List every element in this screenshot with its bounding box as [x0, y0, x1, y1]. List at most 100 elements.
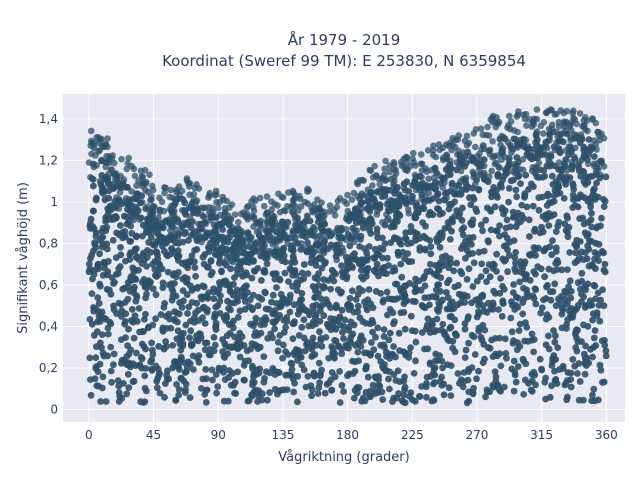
data-point — [155, 222, 162, 230]
data-point — [386, 168, 393, 176]
data-point — [500, 383, 508, 391]
data-point — [343, 236, 350, 244]
data-point — [465, 250, 473, 258]
data-point — [216, 211, 224, 219]
data-point — [430, 369, 437, 377]
data-point — [232, 390, 240, 397]
data-point — [514, 144, 521, 151]
data-point — [340, 270, 348, 277]
data-point — [552, 228, 560, 236]
data-point — [383, 288, 391, 296]
data-point — [502, 350, 510, 357]
data-point — [234, 313, 242, 321]
data-point — [328, 266, 336, 274]
data-point — [148, 356, 156, 364]
data-point — [457, 167, 465, 175]
data-point — [444, 361, 451, 368]
data-point — [602, 173, 610, 181]
data-point — [138, 340, 146, 348]
data-point — [118, 356, 126, 364]
data-point — [303, 212, 311, 220]
data-point — [188, 342, 195, 350]
data-point — [591, 327, 599, 334]
data-point — [237, 258, 245, 266]
data-point — [130, 334, 138, 342]
data-point — [553, 139, 560, 146]
data-point — [305, 343, 312, 350]
data-point — [190, 258, 198, 265]
data-point — [405, 258, 412, 265]
data-point — [581, 370, 589, 378]
data-point — [377, 341, 384, 349]
data-point — [600, 203, 608, 211]
data-point — [369, 381, 377, 389]
data-point — [121, 318, 129, 325]
data-point — [104, 135, 111, 142]
data-point — [220, 238, 228, 245]
data-point — [547, 151, 555, 158]
data-point — [87, 173, 94, 181]
data-point — [581, 194, 589, 202]
x-tick-label: 360 — [595, 428, 618, 442]
data-point — [275, 235, 282, 243]
data-point — [304, 188, 311, 195]
data-point — [214, 383, 222, 390]
data-point — [305, 229, 313, 236]
data-point — [124, 342, 131, 350]
data-point — [375, 272, 382, 280]
data-point — [291, 194, 299, 202]
data-point — [289, 230, 297, 237]
data-point — [222, 261, 230, 269]
data-point — [167, 227, 174, 234]
data-point — [179, 287, 187, 294]
data-point — [340, 388, 347, 395]
data-point — [128, 188, 135, 195]
data-point — [535, 206, 543, 214]
data-point — [331, 373, 339, 381]
x-tick-label: 135 — [271, 428, 294, 442]
data-point — [492, 350, 499, 358]
data-point — [99, 272, 107, 279]
data-point — [194, 284, 201, 292]
data-point — [170, 248, 178, 256]
data-point — [152, 229, 160, 236]
data-point — [473, 375, 480, 383]
data-point — [363, 266, 370, 273]
data-point — [112, 213, 120, 220]
data-point — [418, 329, 426, 336]
data-point — [380, 326, 388, 333]
data-point — [431, 165, 438, 172]
data-point — [324, 245, 332, 253]
data-point — [294, 357, 301, 364]
data-point — [234, 334, 242, 342]
data-point — [597, 171, 604, 179]
data-point — [558, 324, 566, 332]
data-point — [551, 280, 559, 288]
data-point — [338, 350, 345, 358]
data-point — [257, 217, 265, 225]
data-point — [393, 211, 400, 219]
data-point — [574, 279, 582, 287]
data-point — [427, 243, 435, 251]
data-point — [563, 130, 570, 137]
data-point — [96, 139, 103, 147]
data-point — [485, 261, 493, 268]
data-point — [95, 148, 102, 155]
data-point — [166, 205, 174, 213]
data-point — [589, 353, 596, 361]
data-point — [538, 304, 546, 312]
data-point — [333, 256, 341, 264]
y-tick-label: 1,4 — [39, 112, 58, 126]
data-point — [586, 237, 593, 245]
data-point — [561, 287, 569, 295]
data-point — [276, 275, 283, 283]
data-point — [492, 373, 500, 381]
data-point — [462, 346, 470, 354]
data-point — [202, 399, 210, 406]
data-point — [300, 261, 308, 268]
data-point — [261, 375, 268, 382]
data-point — [439, 230, 446, 238]
data-point — [113, 194, 120, 201]
data-point — [483, 308, 491, 316]
data-point — [517, 218, 524, 226]
